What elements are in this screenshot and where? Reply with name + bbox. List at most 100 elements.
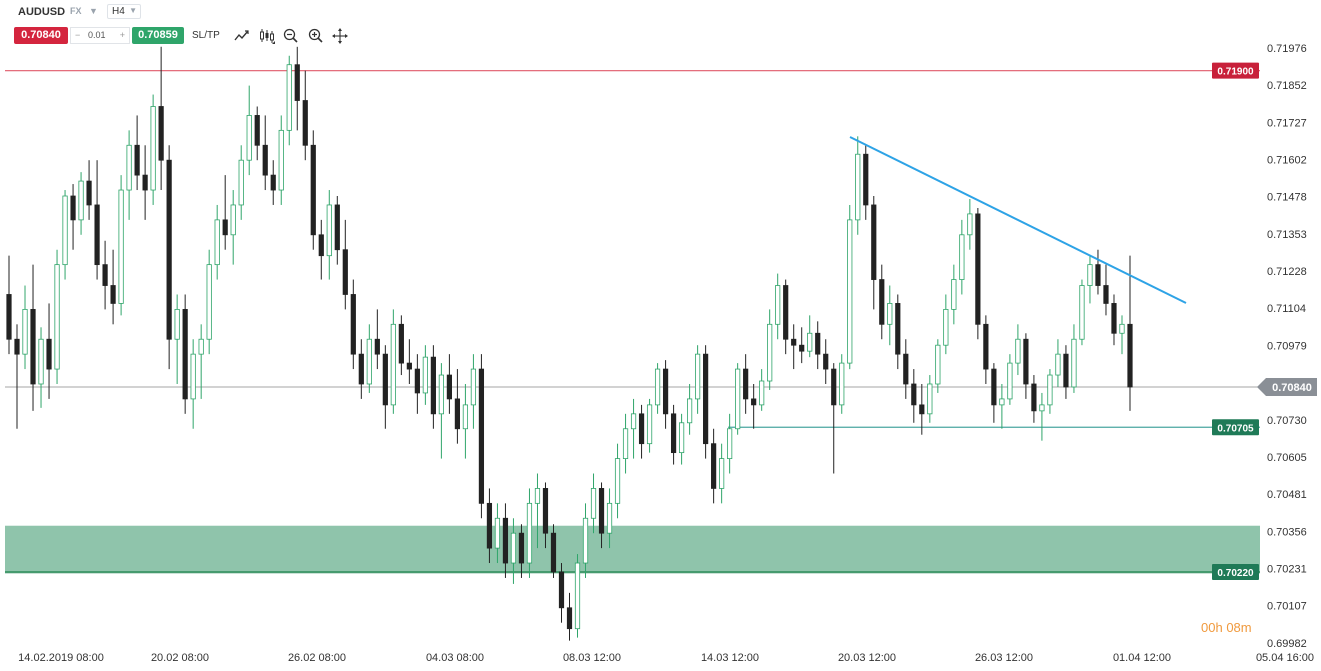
candle xyxy=(326,190,332,280)
current-price-tag: 0.70840 xyxy=(1257,377,1317,396)
candle-body xyxy=(975,213,981,325)
candle xyxy=(182,294,188,414)
candle xyxy=(558,563,565,623)
candle xyxy=(6,255,12,355)
candle-body xyxy=(991,368,997,406)
candle-body xyxy=(326,204,332,257)
candle xyxy=(799,327,805,364)
candle-body xyxy=(919,404,925,415)
candle xyxy=(70,184,76,250)
candle xyxy=(574,554,581,638)
sltp-button[interactable]: SL/TP xyxy=(192,30,220,41)
chevron-down-icon[interactable]: ▼ xyxy=(89,6,98,16)
price-axis[interactable]: 0.71976 0.71852 0.71727 0.71602 0.71478 0.713… xyxy=(1267,43,1307,650)
candle-body xyxy=(1023,338,1029,385)
time-axis[interactable]: 14.02.2019 08:00 20.02 08:00 26.02 08:00 04… xyxy=(18,652,1314,664)
price-tick-label: 0.70979 xyxy=(1267,341,1307,353)
candle-body xyxy=(863,153,869,206)
candle xyxy=(1007,354,1013,405)
candle-body xyxy=(903,353,909,385)
line-chart-icon[interactable] xyxy=(233,27,251,45)
candle-body xyxy=(510,532,517,564)
candle xyxy=(446,354,452,414)
timeframe-select[interactable]: H4 ▼ xyxy=(107,4,141,19)
buy-button[interactable]: 0.70859 xyxy=(132,27,184,44)
candle-body xyxy=(222,219,228,236)
candle-body xyxy=(94,204,100,266)
candle-body xyxy=(719,458,725,489)
candle-body xyxy=(70,195,76,221)
candle xyxy=(254,106,260,161)
time-tick-label: 26.02 08:00 xyxy=(288,652,346,664)
sell-button[interactable]: 0.70840 xyxy=(14,27,68,44)
candle-body xyxy=(1079,285,1085,340)
candle-body xyxy=(142,174,148,191)
candle xyxy=(959,219,965,295)
candle xyxy=(935,339,941,393)
candle-body xyxy=(294,64,300,101)
candles-icon[interactable] xyxy=(258,27,276,45)
candle xyxy=(630,398,637,459)
candle xyxy=(606,488,613,549)
candle xyxy=(286,55,292,146)
candle xyxy=(654,363,661,414)
candle xyxy=(927,375,933,423)
candle xyxy=(206,249,212,355)
candle xyxy=(390,309,396,414)
candle xyxy=(719,443,725,504)
time-tick-label: 08.03 12:00 xyxy=(563,652,621,664)
candle xyxy=(1063,345,1069,399)
zoom-in-icon[interactable] xyxy=(307,27,325,45)
market-type: FX xyxy=(70,6,82,16)
candle xyxy=(703,345,709,459)
candle-body xyxy=(502,517,509,564)
candle xyxy=(486,488,493,564)
candle xyxy=(1015,324,1021,376)
candle-body xyxy=(695,353,701,400)
candle xyxy=(358,339,364,399)
candle-body xyxy=(831,368,837,406)
candle-body xyxy=(743,368,749,400)
move-icon[interactable] xyxy=(331,27,349,45)
candle xyxy=(230,190,236,265)
candle-body xyxy=(214,219,220,266)
quantity-stepper[interactable]: − 0.01 + xyxy=(70,27,130,44)
candle xyxy=(118,175,124,316)
candle-body xyxy=(230,204,236,236)
quantity-input[interactable]: 0.01 xyxy=(88,30,106,40)
candle xyxy=(334,196,340,265)
price-tick-label: 0.71976 xyxy=(1267,43,1307,55)
candle xyxy=(30,264,36,411)
countdown-minutes: 08m xyxy=(1226,620,1252,635)
candle-body xyxy=(1111,303,1117,334)
support-zone[interactable] xyxy=(5,525,1260,574)
descending-trendline[interactable] xyxy=(849,136,1187,304)
candle xyxy=(614,443,621,519)
candle-body xyxy=(558,571,565,609)
candle xyxy=(534,473,541,549)
candle xyxy=(470,354,477,429)
candle-body xyxy=(727,428,733,459)
candle xyxy=(919,383,925,435)
candle xyxy=(767,309,773,390)
price-tick-label: 0.71228 xyxy=(1267,266,1307,278)
candle-body xyxy=(342,249,348,295)
symbol-name[interactable]: AUDUSD xyxy=(18,6,66,18)
decrease-quantity-button[interactable]: − xyxy=(75,30,81,40)
candle xyxy=(791,324,797,370)
candle-body xyxy=(1127,323,1133,388)
candle xyxy=(999,383,1005,429)
candle-body xyxy=(166,159,172,340)
candle-body xyxy=(935,344,941,385)
candle-body xyxy=(614,458,621,504)
candle xyxy=(438,363,444,459)
candle-body xyxy=(839,362,845,406)
candle xyxy=(62,190,68,280)
zoom-out-icon[interactable] xyxy=(282,27,300,45)
candle-body xyxy=(646,404,653,445)
chevron-down-icon: ▼ xyxy=(129,6,137,15)
candle-body xyxy=(1055,353,1061,376)
candle xyxy=(134,115,140,191)
increase-quantity-button[interactable]: + xyxy=(119,30,125,40)
